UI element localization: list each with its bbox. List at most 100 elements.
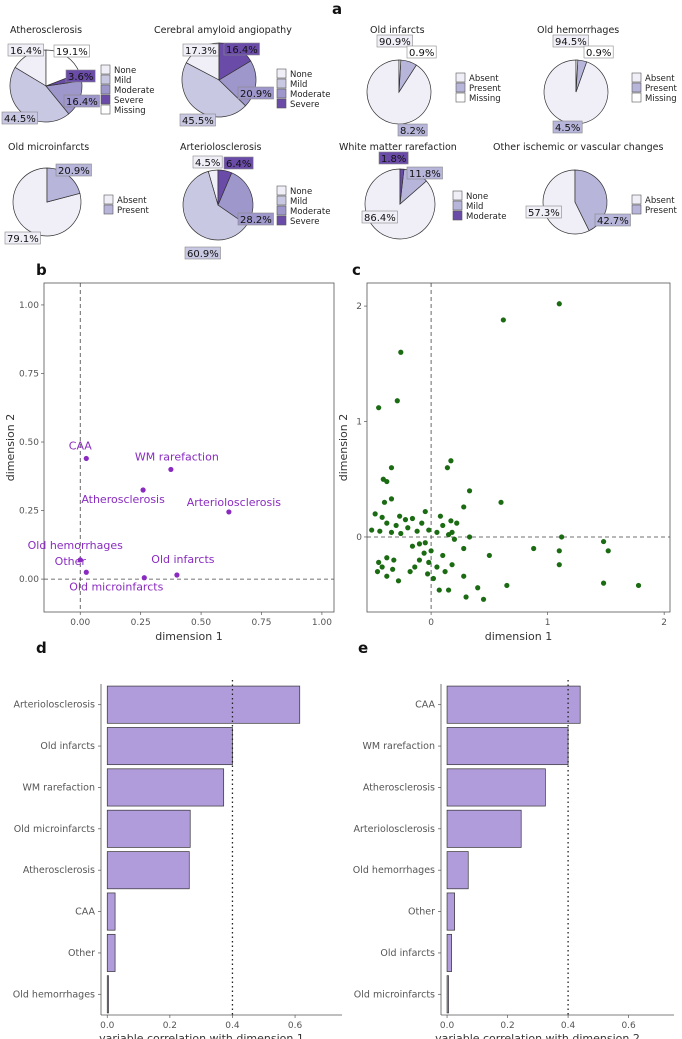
pie-value-label: 42.7%	[597, 216, 629, 227]
y-tick-label: 2	[356, 302, 362, 312]
scatter-point	[449, 529, 455, 535]
legend-label-absent: Absent	[117, 196, 147, 206]
pie-label-box	[397, 123, 428, 137]
legend-swatch-missing	[455, 92, 466, 103]
scatter-point	[556, 548, 562, 554]
scatter-point	[377, 528, 383, 534]
legend-label-present: Present	[117, 206, 150, 216]
pie-title: Other ischemic or vascular changes	[493, 142, 664, 153]
pie-slice-severe	[217, 169, 233, 206]
bar-caa	[106, 892, 116, 931]
pie-label-box	[1, 111, 38, 125]
x-axis-title: dimension 1	[155, 630, 222, 643]
plot-frame	[43, 282, 335, 613]
scatter-point	[437, 513, 444, 519]
y-tick-label: 0.50	[19, 438, 39, 448]
pie-label-box	[525, 205, 562, 219]
pie-label-box	[65, 69, 96, 83]
scatter-point	[454, 520, 460, 526]
category-label-atherosclerosis: Atherosclerosis	[23, 865, 95, 876]
y-tick-label: 1	[356, 418, 362, 428]
scatter-point	[434, 564, 440, 570]
pie-value-label: 57.3%	[528, 208, 560, 219]
scatter-point	[402, 517, 409, 523]
pie-label-box	[361, 210, 398, 224]
legend-swatch-none	[276, 185, 287, 196]
pie-value-label: 79.1%	[7, 234, 39, 245]
scatter-point	[397, 513, 403, 519]
scatter-point	[384, 573, 390, 579]
scatter-point	[381, 499, 388, 505]
scatter-point	[461, 504, 467, 510]
bar-wm-rarefaction	[106, 768, 225, 807]
legend-swatch-mild	[452, 200, 463, 211]
scatter-point	[445, 587, 452, 593]
scatter-point	[461, 573, 467, 579]
category-label-old-hemorrhages: Old hemorrhages	[13, 989, 95, 1000]
pie-value-label: 20.9%	[240, 89, 272, 100]
pie-value-label: 8.2%	[400, 126, 425, 137]
pie-value-label: 28.2%	[240, 215, 272, 226]
scatter-point	[394, 398, 400, 404]
pie-value-label: 94.5%	[555, 37, 587, 48]
category-label-other: Other	[408, 907, 435, 918]
bar-old-infarcts	[106, 727, 233, 766]
pie-cerebral-amyloid-angiopathy: Cerebral amyloid angiopathy 17.3% 45.5% 20.…	[154, 25, 330, 127]
legend-swatch-present	[455, 82, 466, 93]
pie-slice-missing	[398, 59, 402, 93]
pie-value-label: 6.4%	[226, 159, 251, 170]
panel-label-b: b	[36, 261, 47, 279]
pie-label-box	[583, 45, 614, 59]
scatter-point	[409, 543, 416, 549]
scatter-point	[426, 559, 432, 565]
bar-other	[446, 892, 455, 931]
legend-swatch-none	[276, 68, 287, 79]
pie-value-label: 1.8%	[381, 154, 406, 165]
legend-swatch-moderate	[276, 205, 287, 216]
scatter-point	[421, 550, 427, 556]
scatter-point	[390, 566, 396, 572]
legend-swatch-missing	[100, 104, 111, 115]
pie-value-label: 11.8%	[409, 169, 441, 180]
scatter-point	[407, 568, 413, 575]
pie-value-label: 0.9%	[586, 48, 611, 59]
scatter-point	[372, 511, 378, 517]
pie-value-label: 17.3%	[185, 46, 217, 57]
pie-value-label: 90.9%	[379, 37, 411, 48]
pie-title: Old microinfarcts	[8, 142, 89, 153]
scatter-point	[376, 559, 382, 565]
x-tick-label: 0.4	[225, 1021, 240, 1031]
scatter-point	[600, 580, 607, 586]
bar-old-hemorrhages	[106, 975, 109, 1014]
y-axis-title: dimension 2	[337, 414, 350, 481]
pie-white-matter-rarefaction: White matter rarefaction 86.4% 11.8%1.8% No…	[339, 142, 506, 240]
scatter-point	[504, 582, 510, 589]
pie-value-label: 4.5%	[195, 158, 220, 169]
legend-swatch-absent	[103, 194, 114, 205]
scatter-point	[434, 529, 440, 535]
point-label-caa: CAA	[69, 439, 93, 452]
category-label-old-infarcts: Old infarcts	[380, 948, 435, 959]
pie-slice-moderate	[399, 168, 405, 205]
panel-label-e: e	[358, 639, 368, 657]
category-label-other: Other	[68, 948, 95, 959]
pie-label-box	[594, 213, 631, 227]
legend-label-mild: Mild	[466, 202, 483, 212]
scatter-point	[448, 518, 454, 524]
x-tick-label: 2	[661, 618, 667, 628]
bar-caa	[446, 685, 581, 724]
scatter-point	[451, 536, 458, 542]
legend-label-missing: Missing	[114, 106, 146, 116]
scatter-point	[498, 499, 504, 505]
pie-label-box	[406, 166, 443, 180]
x-tick-label: 0.75	[251, 618, 271, 628]
legend-swatch-moderate	[276, 88, 287, 99]
scatter-point	[428, 548, 434, 554]
legend-label-mild: Mild	[290, 80, 307, 90]
legend-label-moderate: Moderate	[290, 207, 330, 217]
legend-label-absent: Absent	[645, 196, 675, 206]
scatter-point	[475, 585, 481, 591]
scatter-point	[635, 582, 642, 589]
